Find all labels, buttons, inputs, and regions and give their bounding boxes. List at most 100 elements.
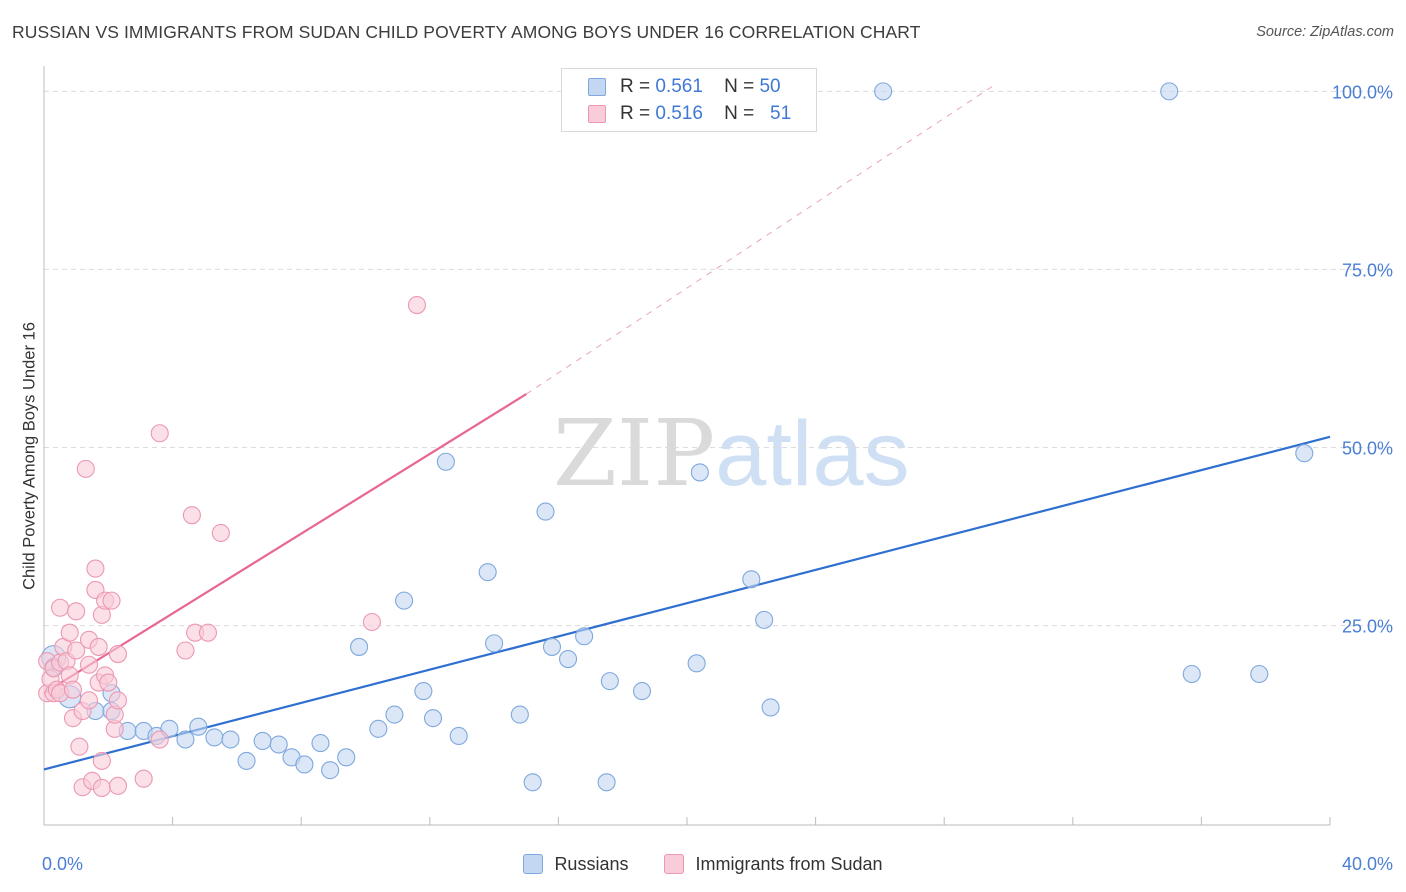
point-russians	[269, 735, 288, 754]
x-tick-label: 0.0%	[42, 854, 83, 874]
y-tick-label: 25.0%	[1342, 617, 1393, 637]
legend-label-sudan: Immigrants from Sudan	[695, 853, 883, 874]
point-sudan	[86, 559, 105, 578]
point-russians	[321, 761, 340, 780]
point-sudan	[211, 523, 230, 543]
point-sudan	[182, 506, 201, 525]
point-russians	[478, 563, 497, 582]
point-russians	[221, 730, 240, 749]
point-russians	[761, 698, 780, 717]
point-sudan	[99, 673, 118, 692]
point-russians	[742, 570, 761, 589]
point-sudan	[108, 691, 127, 710]
point-russians	[337, 748, 356, 767]
stats-legend: R = 0.561 N = 50 R = 0.516 N = 51	[561, 68, 817, 132]
data-points	[38, 82, 1314, 798]
point-sudan	[176, 641, 195, 660]
point-russians	[597, 773, 616, 792]
legend-swatch-pink	[664, 854, 685, 874]
point-sudan	[150, 424, 169, 443]
point-sudan	[362, 612, 381, 632]
point-russians	[523, 773, 542, 792]
point-sudan	[79, 691, 99, 710]
point-russians	[385, 705, 404, 724]
point-russians	[485, 634, 504, 653]
point-russians	[423, 709, 443, 728]
trend-line-sudan-extension	[525, 83, 996, 395]
point-sudan	[60, 623, 79, 642]
legend-swatch-pink	[588, 105, 606, 123]
point-russians	[205, 728, 224, 747]
r-value: 0.516	[655, 103, 703, 124]
legend-item-sudan[interactable]: Immigrants from Sudan	[664, 853, 883, 875]
point-sudan	[134, 769, 153, 788]
point-sudan	[89, 637, 108, 656]
legend-item-russians[interactable]: Russians	[523, 854, 628, 875]
trend-line-russians	[43, 435, 1331, 771]
point-russians	[874, 82, 893, 101]
point-russians	[558, 649, 578, 669]
point-sudan	[70, 737, 89, 756]
r-label: R =	[620, 103, 651, 124]
chart-title: RUSSIAN VS IMMIGRANTS FROM SUDAN CHILD P…	[12, 22, 921, 42]
y-tick-label: 50.0%	[1342, 439, 1393, 459]
point-russians	[575, 627, 594, 646]
point-russians	[600, 672, 619, 691]
watermark: ZIPatlas	[553, 400, 910, 507]
source-credit: Source: ZipAtlas.com	[1256, 24, 1394, 40]
point-russians	[536, 502, 555, 521]
point-russians	[690, 463, 709, 482]
point-russians	[237, 751, 256, 770]
point-russians	[687, 654, 706, 673]
legend-swatch-blue	[588, 78, 606, 96]
point-sudan	[102, 591, 121, 610]
watermark-atlas: atlas	[715, 403, 910, 505]
point-russians	[1160, 82, 1179, 101]
point-russians	[414, 682, 433, 701]
n-value: 50	[759, 76, 781, 97]
point-russians	[632, 682, 652, 701]
point-sudan	[76, 459, 95, 478]
x-tick-label: 40.0%	[1342, 854, 1393, 874]
point-sudan	[63, 680, 82, 699]
point-russians	[350, 637, 369, 656]
point-russians	[369, 719, 388, 738]
r-value: 0.561	[655, 76, 703, 97]
point-russians	[189, 717, 208, 736]
point-russians	[449, 726, 468, 746]
point-sudan	[150, 730, 169, 749]
point-russians	[542, 637, 562, 656]
point-russians	[311, 734, 330, 753]
point-russians	[395, 591, 414, 610]
r-label: R =	[620, 76, 651, 97]
series-legend: Russians Immigrants from Sudan	[0, 852, 1406, 876]
point-sudan	[198, 623, 218, 642]
point-russians	[1182, 664, 1201, 684]
point-sudan	[108, 776, 127, 795]
legend-swatch-blue	[523, 854, 544, 874]
n-value: 51	[770, 103, 792, 124]
point-russians	[755, 610, 774, 629]
point-russians	[1250, 664, 1269, 684]
point-russians	[436, 452, 455, 471]
point-russians	[295, 755, 314, 774]
stats-row-russians: R = 0.561 N = 50	[588, 75, 781, 99]
grid-lines	[44, 90, 1392, 627]
point-russians	[1295, 444, 1314, 463]
point-sudan	[108, 645, 127, 664]
watermark-zip: ZIP	[553, 400, 716, 507]
point-sudan	[407, 295, 426, 315]
tick-labels: 25.0% 50.0% 75.0% 100.0% 0.0% 40.0%	[42, 82, 1393, 874]
trend-lines	[43, 83, 1331, 771]
point-sudan	[67, 641, 86, 660]
point-sudan	[67, 602, 86, 621]
n-label: N =	[724, 103, 755, 124]
legend-label-russians: Russians	[554, 853, 629, 874]
point-sudan	[92, 778, 111, 798]
point-russians	[253, 731, 272, 751]
point-russians	[510, 705, 529, 724]
point-sudan	[79, 655, 99, 674]
y-tick-label: 100.0%	[1332, 82, 1393, 102]
point-sudan	[51, 598, 70, 617]
